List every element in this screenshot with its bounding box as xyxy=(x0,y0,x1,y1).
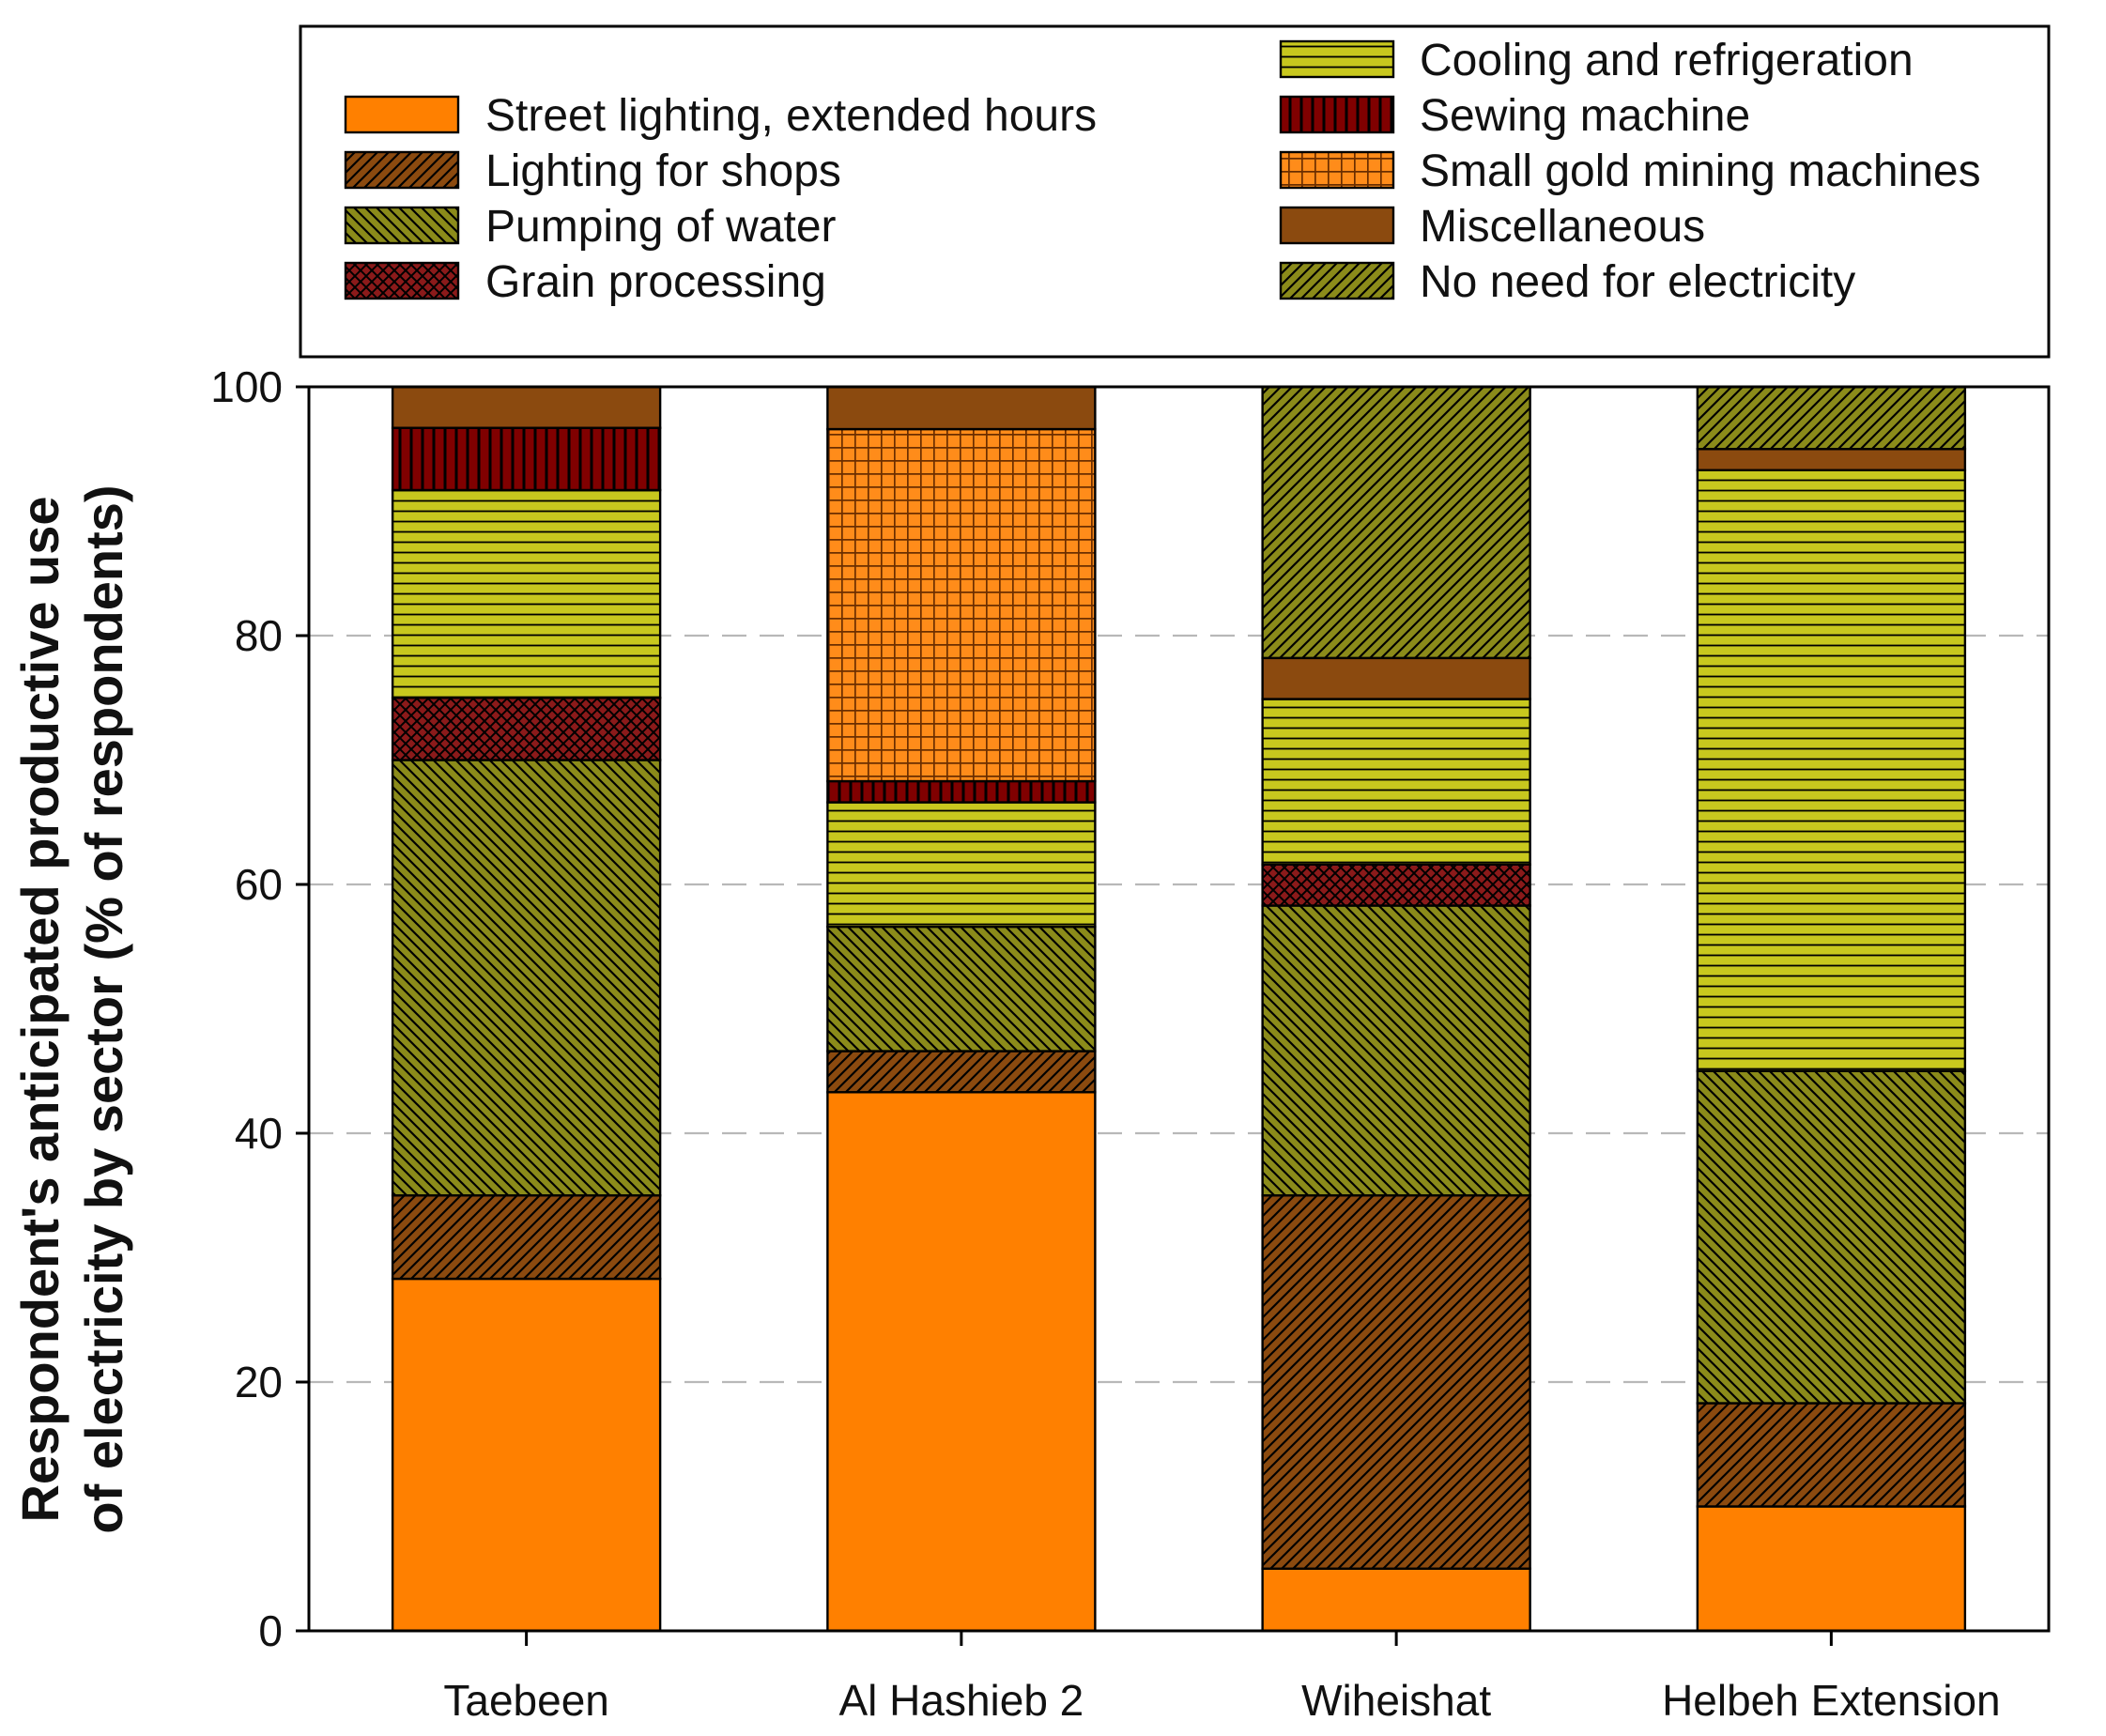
legend-item-pumping-of-water: Pumping of water xyxy=(344,202,837,252)
x-tick-label-al-hashieb-2: Al Hashieb 2 xyxy=(838,1676,1084,1725)
y-axis: 0 20 40 60 80 100 xyxy=(210,362,309,1655)
legend-swatch-sewing-machine xyxy=(1279,95,1395,134)
y-axis-title-line-1: Respondent's anticipated productive use xyxy=(10,496,69,1522)
bar-al-hashieb-2-cooling-and-refrigeration xyxy=(826,801,1097,929)
x-tick-label-wiheishat: Wiheishat xyxy=(1301,1676,1491,1725)
y-tick-label-0: 0 xyxy=(258,1606,283,1655)
bar-al-hashieb-2-miscellaneous xyxy=(826,385,1097,431)
legend-swatch-cooling-and-refrigeration xyxy=(1279,39,1395,79)
y-tick-label-40: 40 xyxy=(235,1109,283,1158)
legend-item-street-lighting-extended-hours: Street lighting, extended hours xyxy=(344,91,1097,141)
legend-label-pumping-of-water: Pumping of water xyxy=(485,202,837,252)
legend-swatch-small-gold-mining-machines xyxy=(1279,150,1395,190)
x-tick-label-taebeen: Taebeen xyxy=(443,1676,609,1725)
bar-taebeen-street-lighting-extended-hours xyxy=(391,1277,662,1633)
legend-item-sewing-machine: Sewing machine xyxy=(1279,91,1750,141)
y-tick-label-20: 20 xyxy=(235,1358,283,1406)
bar-wiheishat-street-lighting-extended-hours xyxy=(1261,1567,1531,1633)
y-tick-label-100: 100 xyxy=(210,362,283,411)
x-axis: Taebeen Al Hashieb 2 Wiheishat Helbeh Exten… xyxy=(443,1631,2001,1725)
legend-label-small-gold-mining-machines: Small gold mining machines xyxy=(1420,146,1981,196)
bar-helbeh-extension-cooling-and-refrigeration xyxy=(1696,469,1967,1072)
y-axis-title-line-2: of electricity by sector (% of responden… xyxy=(74,484,133,1533)
bar-wiheishat-pumping-of-water xyxy=(1261,904,1531,1197)
bar-helbeh-extension-miscellaneous xyxy=(1696,448,1967,471)
bar-taebeen-miscellaneous xyxy=(391,385,662,429)
legend-item-lighting-for-shops: Lighting for shops xyxy=(344,146,841,196)
legend-label-sewing-machine: Sewing machine xyxy=(1420,91,1750,141)
y-axis-title: Respondent's anticipated productive use … xyxy=(10,484,133,1533)
legend-label-grain-processing: Grain processing xyxy=(485,257,826,307)
bar-al-hashieb-2-pumping-of-water xyxy=(826,925,1097,1052)
bar-taebeen-cooling-and-refrigeration xyxy=(391,488,662,699)
legend-label-cooling-and-refrigeration: Cooling and refrigeration xyxy=(1420,36,1914,85)
y-tick-label-60: 60 xyxy=(235,860,283,909)
bars xyxy=(391,385,1967,1633)
bar-helbeh-extension-pumping-of-water xyxy=(1696,1069,1967,1405)
legend-swatch-street-lighting-extended-hours xyxy=(344,95,460,134)
bar-wiheishat-grain-processing xyxy=(1261,863,1531,907)
bar-al-hashieb-2-small-gold-mining-machines xyxy=(826,427,1097,783)
legend-frame xyxy=(299,24,2051,359)
bar-helbeh-extension-lighting-for-shops xyxy=(1696,1402,1967,1508)
legend: Street lighting, extended hoursLighting … xyxy=(299,24,2051,359)
legend-label-street-lighting-extended-hours: Street lighting, extended hours xyxy=(485,91,1097,141)
bar-al-hashieb-2-street-lighting-extended-hours xyxy=(826,1091,1097,1633)
bar-helbeh-extension-no-need-for-electricity xyxy=(1696,385,1967,451)
legend-swatch-no-need-for-electricity xyxy=(1279,261,1395,300)
bar-al-hashieb-2-sewing-machine xyxy=(826,779,1097,804)
legend-swatch-lighting-for-shops xyxy=(344,150,460,190)
bar-al-hashieb-2-lighting-for-shops xyxy=(826,1050,1097,1094)
legend-label-miscellaneous: Miscellaneous xyxy=(1420,202,1705,252)
legend-label-lighting-for-shops: Lighting for shops xyxy=(485,146,841,196)
legend-item-cooling-and-refrigeration: Cooling and refrigeration xyxy=(1279,36,1914,85)
legend-swatch-grain-processing xyxy=(344,261,460,300)
legend-swatch-miscellaneous xyxy=(1279,206,1395,245)
plot-frame xyxy=(307,385,2051,1633)
legend-label-no-need-for-electricity: No need for electricity xyxy=(1420,257,1855,307)
bar-wiheishat-cooling-and-refrigeration xyxy=(1261,698,1531,867)
y-tick-label-80: 80 xyxy=(235,611,283,660)
plot-area: 0 20 40 60 80 100 Taebeen Al Hashieb 2 Wiheisha… xyxy=(210,362,2051,1725)
legend-swatch-pumping-of-water xyxy=(344,206,460,245)
bar-taebeen-grain-processing xyxy=(391,697,662,761)
bar-helbeh-extension-street-lighting-extended-hours xyxy=(1696,1505,1967,1633)
legend-item-no-need-for-electricity: No need for electricity xyxy=(1279,257,1855,307)
x-tick-label-helbeh-extension: Helbeh Extension xyxy=(1662,1676,2001,1725)
legend-item-small-gold-mining-machines: Small gold mining machines xyxy=(1279,146,1981,196)
bar-taebeen-sewing-machine xyxy=(391,426,662,492)
bar-wiheishat-no-need-for-electricity xyxy=(1261,385,1531,660)
bar-wiheishat-miscellaneous xyxy=(1261,656,1531,700)
legend-item-miscellaneous: Miscellaneous xyxy=(1279,202,1705,252)
bar-taebeen-lighting-for-shops xyxy=(391,1194,662,1281)
bar-taebeen-pumping-of-water xyxy=(391,759,662,1197)
legend-item-grain-processing: Grain processing xyxy=(344,257,826,307)
bar-wiheishat-lighting-for-shops xyxy=(1261,1194,1531,1570)
